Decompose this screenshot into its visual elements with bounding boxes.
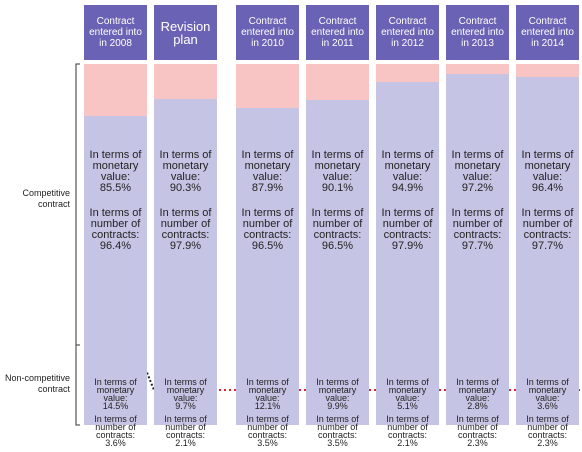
value-label: 96.4% — [531, 182, 564, 194]
value-label: 87.9% — [251, 182, 284, 194]
column-header: Revision plan — [154, 5, 217, 60]
column-header: Contract entered into in 2011 — [306, 5, 369, 60]
label-text: In terms of number of contracts: — [381, 207, 434, 241]
bar-segment — [306, 64, 369, 100]
value-label: 85.5% — [99, 182, 132, 194]
bar-segment — [376, 64, 439, 83]
label-text: In terms of number of contracts: — [386, 414, 429, 440]
label-block: In terms of monetary value: 14.5% In terms… — [84, 377, 147, 448]
bar-segment — [154, 64, 217, 100]
label-text: In terms of number of contracts: — [311, 207, 364, 241]
label-text: In terms of number of contracts: — [456, 414, 499, 440]
label-text: In terms of monetary value: — [316, 377, 359, 403]
bar-segment — [516, 76, 579, 425]
value-label: 5.1% — [397, 401, 418, 411]
bar-segment — [446, 74, 509, 425]
value-label: 9.7% — [175, 401, 196, 411]
label-block: In terms of monetary value: 85.5% In terms… — [84, 150, 147, 252]
bar-segment — [306, 99, 369, 425]
label-block: In terms of monetary value: 90.3% In terms… — [154, 150, 217, 252]
value-label: 90.3% — [169, 182, 202, 194]
column-header: Contract entered into in 2013 — [446, 5, 509, 60]
label-block: In terms of monetary value: 96.4% In terms… — [516, 150, 579, 252]
series-label: Non-competitive contract — [4, 373, 70, 394]
label-text: In terms of monetary value: — [521, 149, 574, 183]
label-text: In terms of monetary value: — [89, 149, 142, 183]
label-block: In terms of monetary value: 94.9% In terms… — [376, 150, 439, 252]
bar-segment — [236, 64, 299, 108]
label-text: In terms of number of contracts: — [241, 207, 294, 241]
bar-segment — [84, 64, 147, 117]
column-header: Contract entered into in 2008 — [84, 5, 147, 60]
count-label: 2.1% — [175, 438, 196, 448]
bar-segment — [446, 64, 509, 75]
label-text: In terms of number of contracts: — [521, 207, 574, 241]
label-text: In terms of number of contracts: — [159, 207, 212, 241]
count-label: 96.5% — [321, 240, 354, 252]
count-label: 3.6% — [105, 438, 126, 448]
label-block: In terms of monetary value: 3.6% In terms … — [516, 377, 579, 448]
label-text: In terms of monetary value: — [386, 377, 429, 403]
value-label: 94.9% — [391, 182, 424, 194]
label-text: In terms of number of contracts: — [451, 207, 504, 241]
label-block: In terms of monetary value: 90.1% In terms… — [306, 150, 369, 252]
label-text: In terms of number of contracts: — [246, 414, 289, 440]
column-header: Contract entered into in 2010 — [236, 5, 299, 60]
count-label: 2.3% — [537, 438, 558, 448]
value-label: 90.1% — [321, 182, 354, 194]
bar-segment — [154, 99, 217, 425]
count-label: 97.7% — [531, 240, 564, 252]
label-text: In terms of monetary value: — [526, 377, 569, 403]
column-header: Contract entered into in 2014 — [516, 5, 579, 60]
label-text: In terms of number of contracts: — [316, 414, 359, 440]
label-block: In terms of monetary value: 87.9% In terms… — [236, 150, 299, 252]
label-block: In terms of monetary value: 2.8% In terms … — [446, 377, 509, 448]
bar-segment — [236, 107, 299, 425]
label-text: In terms of monetary value: — [311, 149, 364, 183]
count-label: 97.9% — [169, 240, 202, 252]
count-label: 96.4% — [99, 240, 132, 252]
label-text: In terms of monetary value: — [381, 149, 434, 183]
count-label: 97.9% — [391, 240, 424, 252]
value-label: 14.5% — [102, 401, 129, 411]
label-text: In terms of monetary value: — [159, 149, 212, 183]
bar-segment — [516, 64, 579, 77]
value-label: 12.1% — [254, 401, 281, 411]
reference-line — [146, 372, 155, 391]
value-label: 97.2% — [461, 182, 494, 194]
label-text: In terms of monetary value: — [94, 377, 137, 403]
label-text: In terms of monetary value: — [451, 149, 504, 183]
label-text: In terms of number of contracts: — [94, 414, 137, 440]
count-label: 3.5% — [257, 438, 278, 448]
label-text: In terms of monetary value: — [456, 377, 499, 403]
label-text: In terms of monetary value: — [246, 377, 289, 403]
column-header: Contract entered into in 2012 — [376, 5, 439, 60]
label-block: In terms of monetary value: 97.2% In terms… — [446, 150, 509, 252]
label-text: In terms of number of contracts: — [89, 207, 142, 241]
value-label: 2.8% — [467, 401, 488, 411]
label-text: In terms of monetary value: — [241, 149, 294, 183]
label-text: In terms of monetary value: — [164, 377, 207, 403]
label-text: In terms of number of contracts: — [526, 414, 569, 440]
count-label: 2.1% — [397, 438, 418, 448]
count-label: 97.7% — [461, 240, 494, 252]
label-text: In terms of number of contracts: — [164, 414, 207, 440]
bracket — [75, 63, 80, 426]
count-label: 3.5% — [327, 438, 348, 448]
value-label: 3.6% — [537, 401, 558, 411]
series-label: Competitive contract — [22, 188, 70, 209]
label-block: In terms of monetary value: 12.1% In terms… — [236, 377, 299, 448]
label-block: In terms of monetary value: 9.9% In terms … — [306, 377, 369, 448]
label-block: In terms of monetary value: 9.7% In terms … — [154, 377, 217, 448]
bar-segment — [84, 116, 147, 425]
count-label: 2.3% — [467, 438, 488, 448]
label-block: In terms of monetary value: 5.1% In terms … — [376, 377, 439, 448]
bar-segment — [376, 82, 439, 425]
count-label: 96.5% — [251, 240, 284, 252]
value-label: 9.9% — [327, 401, 348, 411]
